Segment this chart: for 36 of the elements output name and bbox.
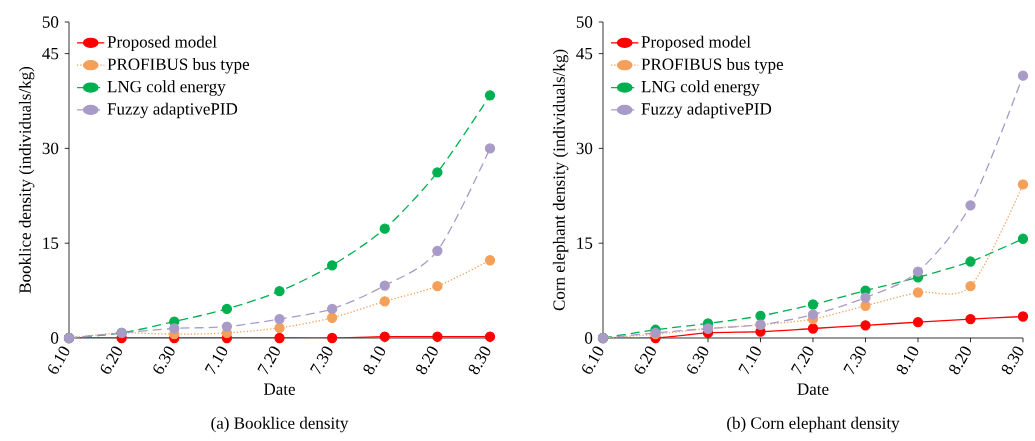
- legend-label: PROFIBUS bus type: [641, 58, 784, 74]
- x-tick-label: 7.30: [310, 346, 333, 375]
- x-tick-label: 7.30: [843, 346, 866, 375]
- text: (b) Corn elephant density: [727, 416, 900, 433]
- x-tick-label: 7.20: [790, 346, 814, 375]
- legend-label: Proposed model: [107, 35, 217, 52]
- legend-label: Fuzzy adaptivePID: [107, 102, 238, 119]
- y-tick-label: 15: [577, 237, 593, 249]
- y-tick-label: 0: [51, 332, 59, 344]
- x-tick-label: 7.10: [738, 346, 761, 375]
- y-tick-label: 30: [42, 142, 59, 155]
- y-tick-label: 50: [576, 16, 593, 28]
- y-tick-label: 50: [42, 16, 59, 28]
- x-tick-label: 7.20: [257, 346, 280, 375]
- y-tick-label: 45: [42, 47, 59, 60]
- legend-label: Fuzzy adaptivePID: [641, 102, 772, 119]
- x-tick-label: 7.10: [204, 346, 228, 375]
- y-tick-label: 15: [43, 237, 59, 249]
- x-tick-label: 6.30: [687, 346, 709, 374]
- x-tick-label: 6.30: [153, 346, 175, 374]
- legend-label: PROFIBUS bus type: [107, 58, 250, 74]
- text: (a) Booklice density: [211, 416, 349, 433]
- x-axis-title: Date: [263, 383, 295, 395]
- x-axis-title: Date: [797, 383, 829, 395]
- legend-label: LNG cold energy: [107, 80, 226, 96]
- legend-label: Proposed model: [641, 35, 751, 52]
- x-tick-label: 6.20: [100, 346, 122, 374]
- y-tick-label: 30: [576, 142, 593, 155]
- y-tick-label: 45: [576, 47, 593, 60]
- y-axis-title: Booklice density (individuals/kg): [18, 66, 35, 294]
- y-axis-title: Corn elephant density (individuals/kg): [552, 49, 569, 311]
- x-tick-label: 6.20: [634, 346, 656, 374]
- legend-label: LNG cold energy: [641, 80, 760, 96]
- x-tick-label: 6.10: [48, 346, 70, 374]
- y-tick-label: 0: [585, 332, 593, 344]
- x-tick-label: 6.10: [582, 346, 604, 374]
